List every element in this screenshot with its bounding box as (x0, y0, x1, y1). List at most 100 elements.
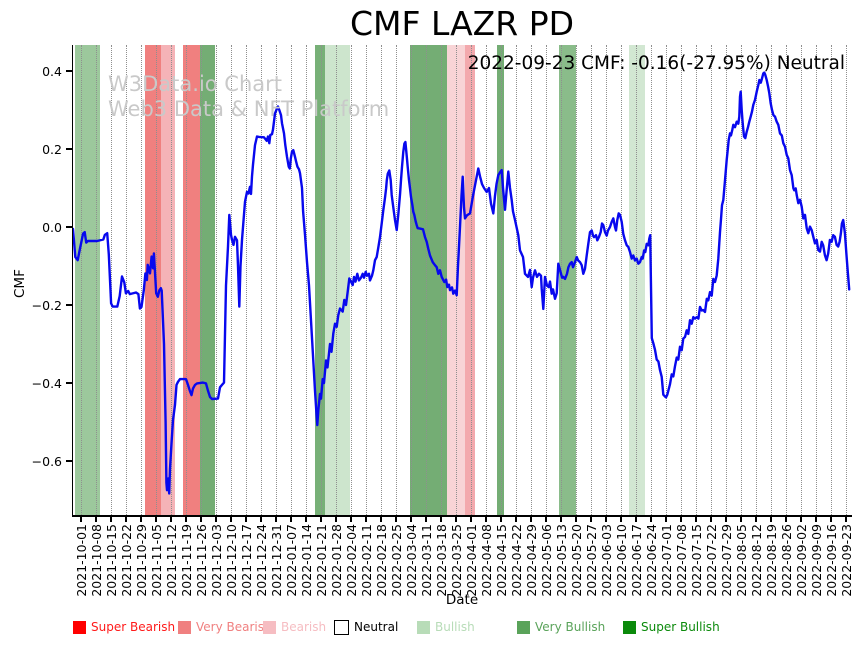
y-tick-label: 0.0 (42, 219, 62, 235)
x-tick-label: 2022-08-12 (748, 524, 764, 597)
x-tick (500, 516, 502, 522)
legend-label: Super Bullish (641, 620, 720, 634)
x-tick-label: 2021-11-05 (148, 524, 164, 597)
y-tick-label: 0.2 (42, 141, 62, 157)
signal-band (465, 45, 475, 515)
x-tick-label: 2022-05-27 (583, 524, 599, 597)
x-tick-label: 2022-08-19 (763, 524, 779, 597)
gridline (816, 45, 817, 515)
x-tick-label: 2022-01-28 (328, 524, 344, 597)
x-tick (545, 516, 547, 522)
x-tick-label: 2022-05-06 (538, 524, 554, 597)
x-tick-label: 2022-04-08 (478, 524, 494, 597)
signal-band (558, 45, 576, 515)
gridline (696, 45, 697, 515)
plot-area (73, 45, 851, 515)
legend-item-bearish: Bearish (263, 619, 326, 635)
x-tick-label: 2022-09-23 (838, 524, 854, 597)
y-tick (66, 460, 72, 462)
gridline (381, 45, 382, 515)
legend-swatch (417, 620, 430, 634)
x-tick (350, 516, 352, 522)
legend-label: Bullish (435, 620, 475, 634)
legend-item-super-bearish: Super Bearish (73, 619, 175, 635)
x-tick-label: 2022-07-29 (718, 524, 734, 597)
x-tick-label: 2021-10-01 (73, 524, 89, 597)
gridline (771, 45, 772, 515)
gridline (321, 45, 322, 515)
gridline (666, 45, 667, 515)
gridline (711, 45, 712, 515)
x-tick-label: 2021-11-26 (193, 524, 209, 597)
signal-band (496, 45, 505, 515)
x-tick (290, 516, 292, 522)
x-tick (590, 516, 592, 522)
x-tick (725, 516, 727, 522)
gridline (411, 45, 412, 515)
gridline (621, 45, 622, 515)
gridline (591, 45, 592, 515)
x-tick-label: 2021-11-19 (178, 524, 194, 597)
x-tick-label: 2022-04-22 (508, 524, 524, 597)
legend-item-bullish: Bullish (417, 619, 475, 635)
x-tick-label: 2022-04-15 (493, 524, 509, 597)
x-tick-label: 2022-07-01 (658, 524, 674, 597)
x-tick-label: 2022-09-09 (808, 524, 824, 597)
gridline (801, 45, 802, 515)
x-tick-label: 2021-12-24 (253, 524, 269, 597)
gridline (726, 45, 727, 515)
legend-swatch (623, 620, 636, 634)
x-tick (665, 516, 667, 522)
x-tick (320, 516, 322, 522)
x-tick-label: 2022-06-24 (643, 524, 659, 597)
x-tick-label: 2021-12-31 (268, 524, 284, 597)
legend-label: Bearish (281, 620, 327, 634)
x-tick-label: 2022-03-11 (418, 524, 434, 597)
gridline (636, 45, 637, 515)
x-tick-label: 2022-08-26 (778, 524, 794, 597)
chart-title: CMF LAZR PD (349, 4, 575, 43)
gridline (426, 45, 427, 515)
x-tick (305, 516, 307, 522)
x-tick-label: 2022-05-20 (568, 524, 584, 597)
x-tick (440, 516, 442, 522)
gridline (81, 45, 82, 515)
x-tick (185, 516, 187, 522)
x-tick (110, 516, 112, 522)
gridline (96, 45, 97, 515)
x-tick-label: 2022-02-25 (388, 524, 404, 597)
watermark-line1: W3Data.io Chart (108, 72, 283, 96)
legend-item-very-bearish: Very Bearish (178, 619, 272, 635)
x-tick (215, 516, 217, 522)
gridline (276, 45, 277, 515)
legend-item-super-bullish: Super Bullish (623, 619, 720, 635)
y-tick-label: −0.4 (31, 375, 62, 391)
x-tick (155, 516, 157, 522)
x-tick-label: 2021-12-03 (208, 524, 224, 597)
x-tick-label: 2022-02-11 (358, 524, 374, 597)
legend-label: Neutral (354, 620, 399, 634)
x-tick (455, 516, 457, 522)
y-tick (66, 304, 72, 306)
gridline (741, 45, 742, 515)
legend-item-very-bullish: Very Bullish (517, 619, 605, 635)
x-tick (260, 516, 262, 522)
signal-band (324, 45, 350, 515)
gridline (336, 45, 337, 515)
x-tick (245, 516, 247, 522)
x-tick (755, 516, 757, 522)
x-tick-label: 2021-10-08 (88, 524, 104, 597)
gridline (201, 45, 202, 515)
legend-label: Super Bearish (91, 620, 176, 634)
gridline (351, 45, 352, 515)
y-tick (66, 382, 72, 384)
x-tick (785, 516, 787, 522)
y-tick (66, 148, 72, 150)
gridline (366, 45, 367, 515)
watermark: W3Data.io Chart Web3 Data & NFT Platform (108, 72, 389, 122)
legend-swatch (73, 620, 86, 634)
legend-swatch (334, 619, 349, 635)
x-axis-label: Date (445, 592, 479, 608)
y-tick (66, 70, 72, 72)
x-tick (695, 516, 697, 522)
